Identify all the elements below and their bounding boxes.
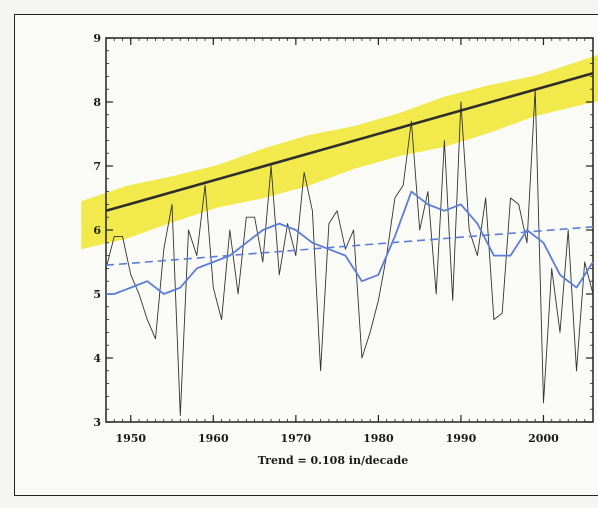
tick-labels: 1950 1960 1970 1980 1990 2000 3 4 5 6 7 8 9 [93, 32, 559, 445]
series-layer [105, 71, 594, 417]
x-tick-label: 1980 [363, 432, 394, 445]
y-tick-label: 9 [93, 32, 101, 45]
x-tick-label: 1960 [198, 432, 229, 445]
y-tick-label: 8 [93, 96, 101, 109]
x-tick-label: 1970 [281, 432, 312, 445]
y-tick-label: 7 [93, 160, 101, 173]
dashed-trend-line [105, 226, 594, 266]
x-axis-label: Trend = 0.108 in/decade [258, 454, 408, 467]
y-tick-label: 3 [93, 416, 101, 429]
highlighter-band [81, 54, 598, 250]
y-tick-label: 4 [93, 352, 101, 365]
x-tick-label: 1950 [115, 432, 146, 445]
yellow-highlight-layer [81, 54, 598, 250]
smoothed-series-line [106, 190, 594, 295]
x-tick-label: 1990 [446, 432, 477, 445]
x-tick-label: 2000 [528, 432, 559, 445]
upper-envelope-line [105, 71, 594, 213]
annual-series-line [105, 88, 594, 417]
axis-ticks [105, 37, 594, 423]
y-tick-label: 6 [93, 224, 101, 237]
y-tick-label: 5 [93, 288, 101, 301]
